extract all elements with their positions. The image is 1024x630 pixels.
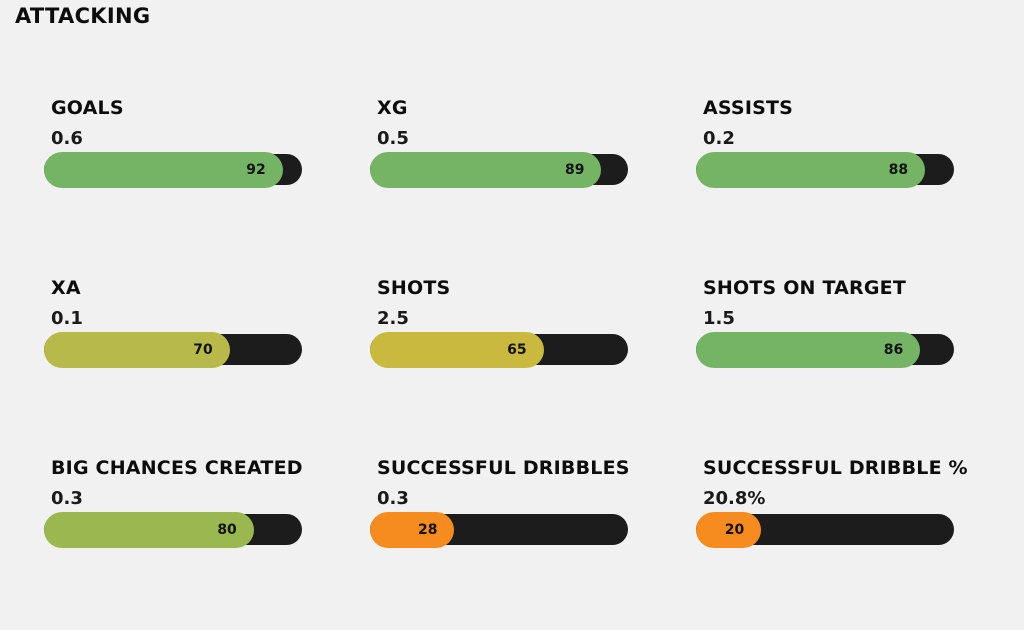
stat-card: SUCCESSFUL DRIBBLE % 20.8% 20	[696, 457, 968, 548]
stat-bar-score: 28	[417, 521, 438, 538]
stat-bar-track: 80	[44, 511, 302, 548]
stat-value: 0.2	[703, 128, 735, 149]
stat-bar-fill: 88	[696, 151, 926, 188]
stat-bar-score: 92	[246, 161, 266, 178]
stat-bar-fill: 86	[696, 331, 921, 368]
stat-value: 0.3	[377, 488, 409, 509]
stat-bar-fill: 80	[44, 511, 254, 548]
stat-name: XA	[51, 277, 81, 299]
stat-card: ASSISTS 0.2 88	[696, 97, 954, 188]
stat-value: 0.1	[51, 308, 83, 329]
stat-value: 0.6	[51, 128, 83, 149]
stat-name: ASSISTS	[703, 97, 794, 119]
stat-bar-track: 89	[370, 151, 628, 188]
stat-bar-score: 88	[888, 161, 909, 178]
stat-name: GOALS	[51, 97, 124, 119]
stat-bar-fill: 20	[696, 511, 762, 548]
stat-bar-score: 80	[217, 521, 237, 538]
stat-bar-fill: 92	[44, 151, 283, 188]
stat-bar-score: 89	[565, 161, 585, 178]
stat-card: XA 0.1 70	[44, 277, 302, 368]
stat-bar-fill: 89	[370, 151, 602, 188]
stat-bar-track: 28	[370, 511, 628, 548]
stat-bar-track: 65	[370, 331, 628, 368]
stat-card: GOALS 0.6 92	[44, 97, 302, 188]
stat-bar-fill: 70	[44, 331, 230, 368]
stat-bar-track: 86	[696, 331, 954, 368]
stat-value: 2.5	[377, 308, 409, 329]
stat-bar-score: 65	[507, 341, 527, 358]
stat-value: 20.8%	[703, 488, 766, 509]
stat-card: XG 0.5 89	[370, 97, 628, 188]
page-title: ATTACKING	[15, 4, 151, 28]
stat-name: SHOTS ON TARGET	[703, 277, 907, 299]
stat-card: BIG CHANCES CREATED 0.3 80	[44, 457, 303, 548]
stat-bar-score: 20	[724, 521, 745, 538]
stat-value: 0.5	[377, 128, 409, 149]
stat-bar-track: 70	[44, 331, 302, 368]
stat-bar-fill: 65	[370, 331, 544, 368]
stats-grid: GOALS 0.6 92 XG 0.5 89 ASSISTS 0.2 88 XA…	[44, 97, 968, 548]
stat-bar-fill: 28	[370, 511, 455, 548]
stat-name: SHOTS	[377, 277, 451, 299]
stat-bar-track: 20	[696, 511, 954, 548]
stat-name: SUCCESSFUL DRIBBLE %	[703, 457, 968, 479]
stat-value: 0.3	[51, 488, 83, 509]
stat-name: XG	[377, 97, 408, 119]
stat-name: SUCCESSFUL DRIBBLES	[377, 457, 630, 479]
stat-card: SHOTS ON TARGET 1.5 86	[696, 277, 954, 368]
stat-bar-track: 88	[696, 151, 954, 188]
stat-bar-track: 92	[44, 151, 302, 188]
stat-card: SUCCESSFUL DRIBBLES 0.3 28	[370, 457, 630, 548]
stat-name: BIG CHANCES CREATED	[51, 457, 303, 479]
stat-card: SHOTS 2.5 65	[370, 277, 628, 368]
stat-bar-score: 86	[883, 341, 904, 358]
stat-value: 1.5	[703, 308, 735, 329]
stat-bar-score: 70	[193, 341, 213, 358]
